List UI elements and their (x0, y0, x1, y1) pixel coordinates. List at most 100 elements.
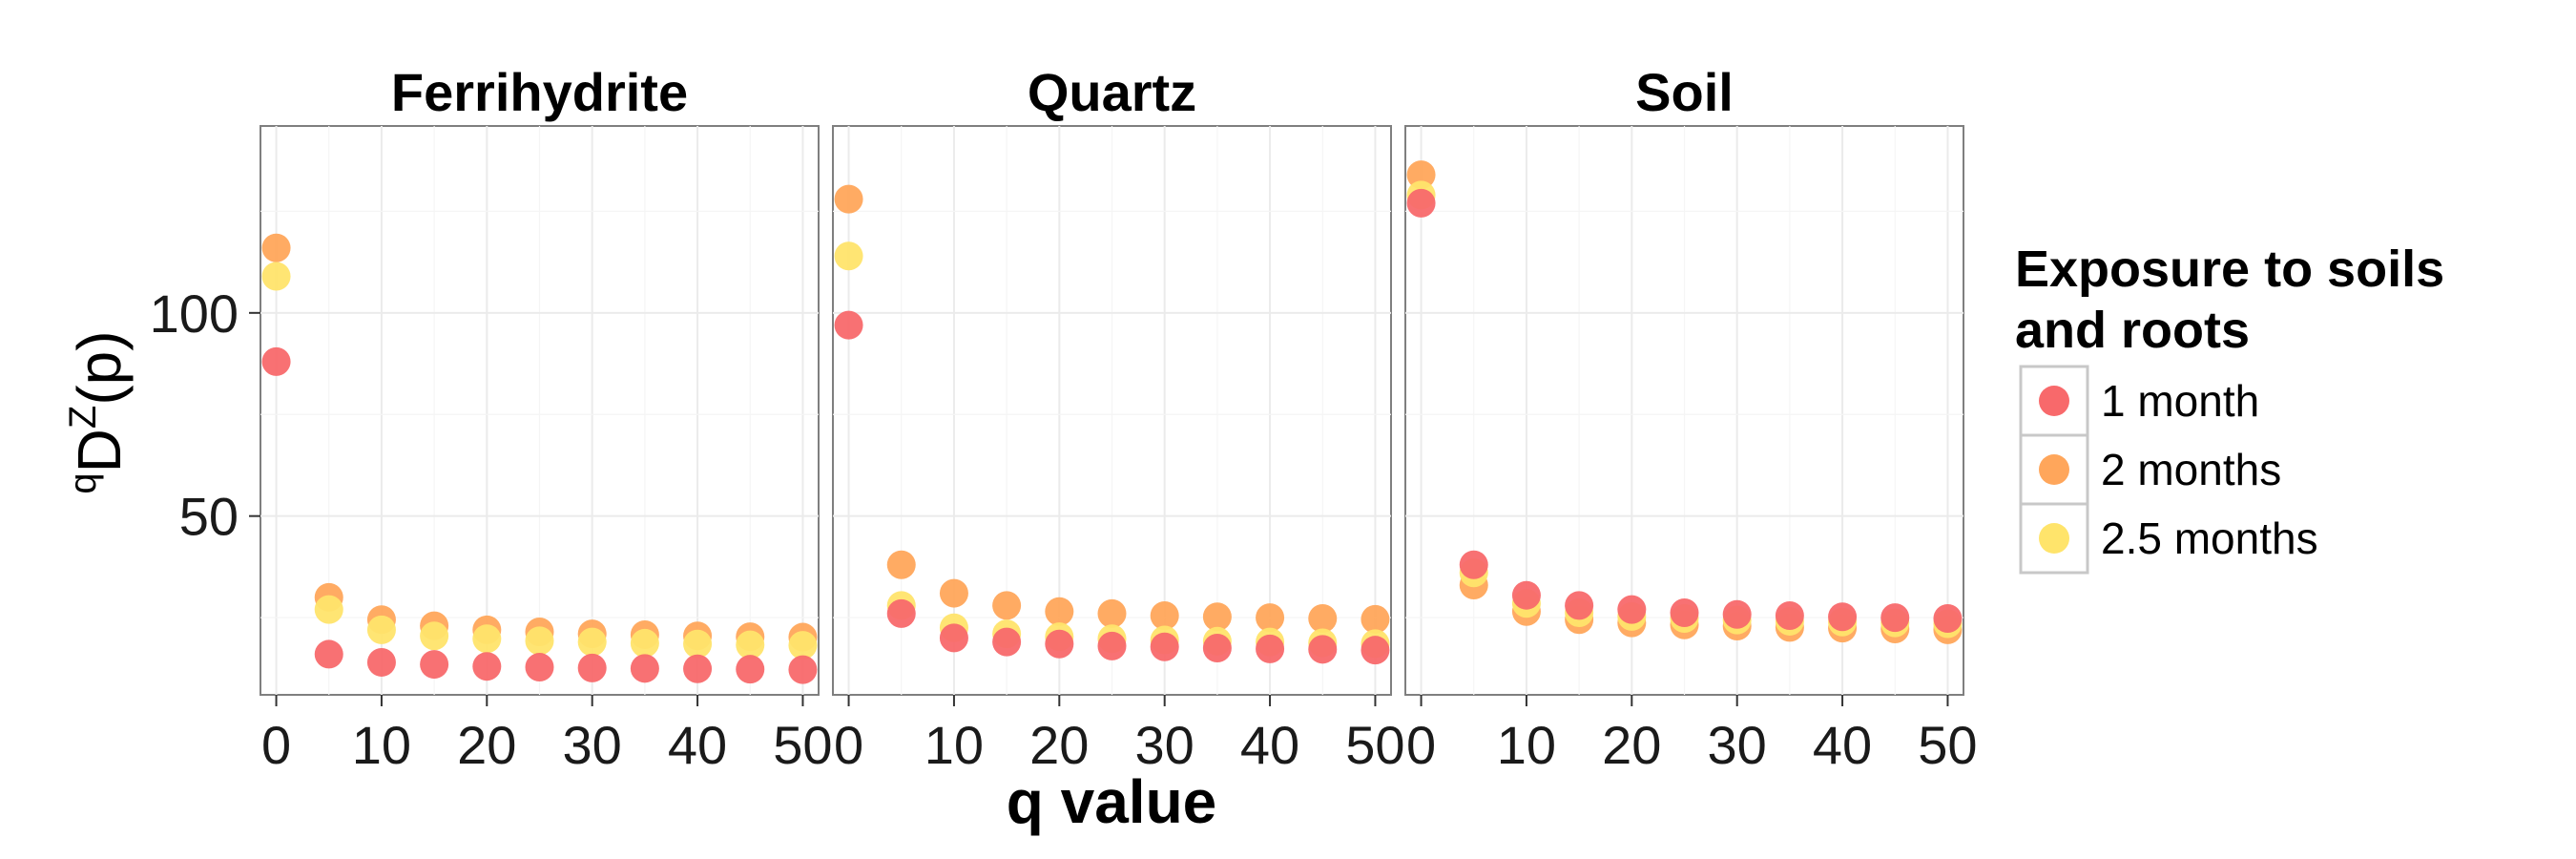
x-tick-label: 50 (773, 715, 832, 775)
data-point-2-5-months (314, 595, 343, 624)
data-point-1-month (525, 653, 554, 682)
data-point-2-5-months (525, 626, 554, 656)
legend-label: 2 months (2101, 445, 2281, 494)
legend-label: 2.5 months (2101, 513, 2318, 563)
data-point-1-month (1308, 635, 1338, 664)
data-point-2-5-months (683, 629, 713, 659)
data-point-2-5-months (630, 628, 659, 658)
data-point-1-month (1933, 603, 1963, 633)
data-point-2-5-months (366, 615, 396, 644)
data-point-2-months (1202, 602, 1232, 632)
x-tick-label: 40 (1813, 715, 1872, 775)
y-axis-title-suffix: (p) (65, 330, 134, 405)
legend: Exposure to soils and roots 1 month 2 mon… (2015, 241, 2444, 575)
legend-title-line-2: and roots (2015, 302, 2250, 359)
x-tick-label: 20 (457, 715, 516, 775)
y-axis: 50 100 (150, 283, 260, 547)
data-point-2-months (886, 550, 916, 579)
x-tick-label: 50 (1345, 715, 1404, 775)
x-tick-label: 40 (1240, 715, 1299, 775)
legend-key-point (2039, 523, 2069, 554)
data-point-2-months (261, 233, 291, 262)
data-point-2-months (1097, 598, 1127, 628)
data-point-1-month (886, 598, 916, 628)
data-point-1-month (1511, 580, 1541, 610)
data-point-1-month (1828, 602, 1858, 632)
panel-title: Quartz (1028, 62, 1196, 122)
data-point-1-month (577, 653, 607, 682)
y-tick-label: 50 (179, 487, 239, 547)
y-axis-title-prefix: q (62, 472, 104, 493)
x-tick-label: 0 (261, 715, 291, 775)
data-point-1-month (630, 654, 659, 683)
legend-key-point (2039, 454, 2069, 485)
data-point-1-month (1775, 600, 1804, 630)
legend-items: 1 month 2 months 2.5 months (2019, 365, 2318, 575)
x-tick-label: 10 (924, 715, 984, 775)
panels-layer: Ferrihydrite 0 10 20 30 40 50 Quartz 0 10 20 30 40 50… (150, 62, 1978, 775)
panel-soil: Soil 0 10 20 30 40 50 (1404, 62, 1978, 775)
x-tick-label: 30 (1708, 715, 1767, 775)
data-point-2-5-months (472, 624, 502, 654)
data-point-2-5-months (736, 630, 765, 660)
panel-quartz: Quartz 0 10 20 30 40 50 (832, 62, 1405, 775)
y-axis-title-main: D (65, 429, 134, 472)
x-tick-label: 10 (1497, 715, 1556, 775)
x-tick-label: 50 (1918, 715, 1977, 775)
x-tick-label: 30 (1135, 715, 1195, 775)
data-point-1-month (992, 627, 1022, 657)
legend-item: 1 month (2019, 365, 2259, 437)
panel-title: Soil (1635, 62, 1734, 122)
legend-key-box (2019, 502, 2089, 575)
data-point-1-month (1722, 599, 1752, 629)
data-point-2-months (992, 591, 1022, 620)
legend-key-point (2039, 386, 2069, 416)
data-point-1-month (1406, 188, 1436, 218)
data-point-1-month (314, 639, 343, 669)
data-point-1-month (1670, 598, 1699, 628)
legend-label: 1 month (2101, 376, 2259, 426)
legend-item: 2.5 months (2019, 502, 2318, 575)
data-point-1-month (834, 310, 863, 340)
data-point-1-month (788, 655, 818, 684)
data-point-2-5-months (788, 631, 818, 660)
x-tick-label: 0 (1406, 715, 1436, 775)
data-point-1-month (1617, 595, 1647, 624)
x-tick-label: 0 (834, 715, 863, 775)
legend-item: 2 months (2019, 433, 2281, 506)
y-axis-title: qDZ(p) (62, 330, 134, 493)
data-point-1-month (1045, 629, 1074, 659)
data-point-1-month (939, 623, 968, 653)
data-point-1-month (1097, 631, 1127, 660)
y-axis-title-superscript: Z (62, 406, 104, 429)
data-point-2-months (1406, 160, 1436, 190)
data-point-2-months (1361, 604, 1390, 634)
data-point-1-month (472, 652, 502, 681)
data-point-1-month (1202, 634, 1232, 663)
data-point-1-month (1256, 634, 1285, 663)
data-point-2-5-months (261, 262, 291, 291)
data-point-1-month (1565, 591, 1594, 620)
x-tick-label: 30 (563, 715, 622, 775)
data-point-2-5-months (577, 627, 607, 657)
data-point-2-months (834, 184, 863, 214)
x-axis-title: q value (1007, 767, 1217, 836)
x-tick-label: 40 (668, 715, 727, 775)
data-point-1-month (1880, 603, 1910, 633)
data-point-2-months (1045, 597, 1074, 626)
data-point-1-month (1361, 636, 1390, 665)
y-tick-label: 100 (150, 283, 239, 344)
x-tick-label: 10 (352, 715, 411, 775)
data-point-2-months (1150, 600, 1179, 630)
panel-title: Ferrihydrite (391, 62, 688, 122)
data-point-2-months (1256, 603, 1285, 633)
panel-ferrihydrite: Ferrihydrite 0 10 20 30 40 50 (260, 62, 833, 775)
data-point-1-month (366, 647, 396, 677)
data-point-2-5-months (834, 241, 863, 271)
data-point-1-month (1150, 632, 1179, 661)
data-point-1-month (683, 654, 713, 683)
data-point-1-month (420, 650, 449, 680)
data-point-2-months (1308, 603, 1338, 633)
data-point-2-5-months (420, 621, 449, 651)
data-point-1-month (736, 655, 765, 684)
